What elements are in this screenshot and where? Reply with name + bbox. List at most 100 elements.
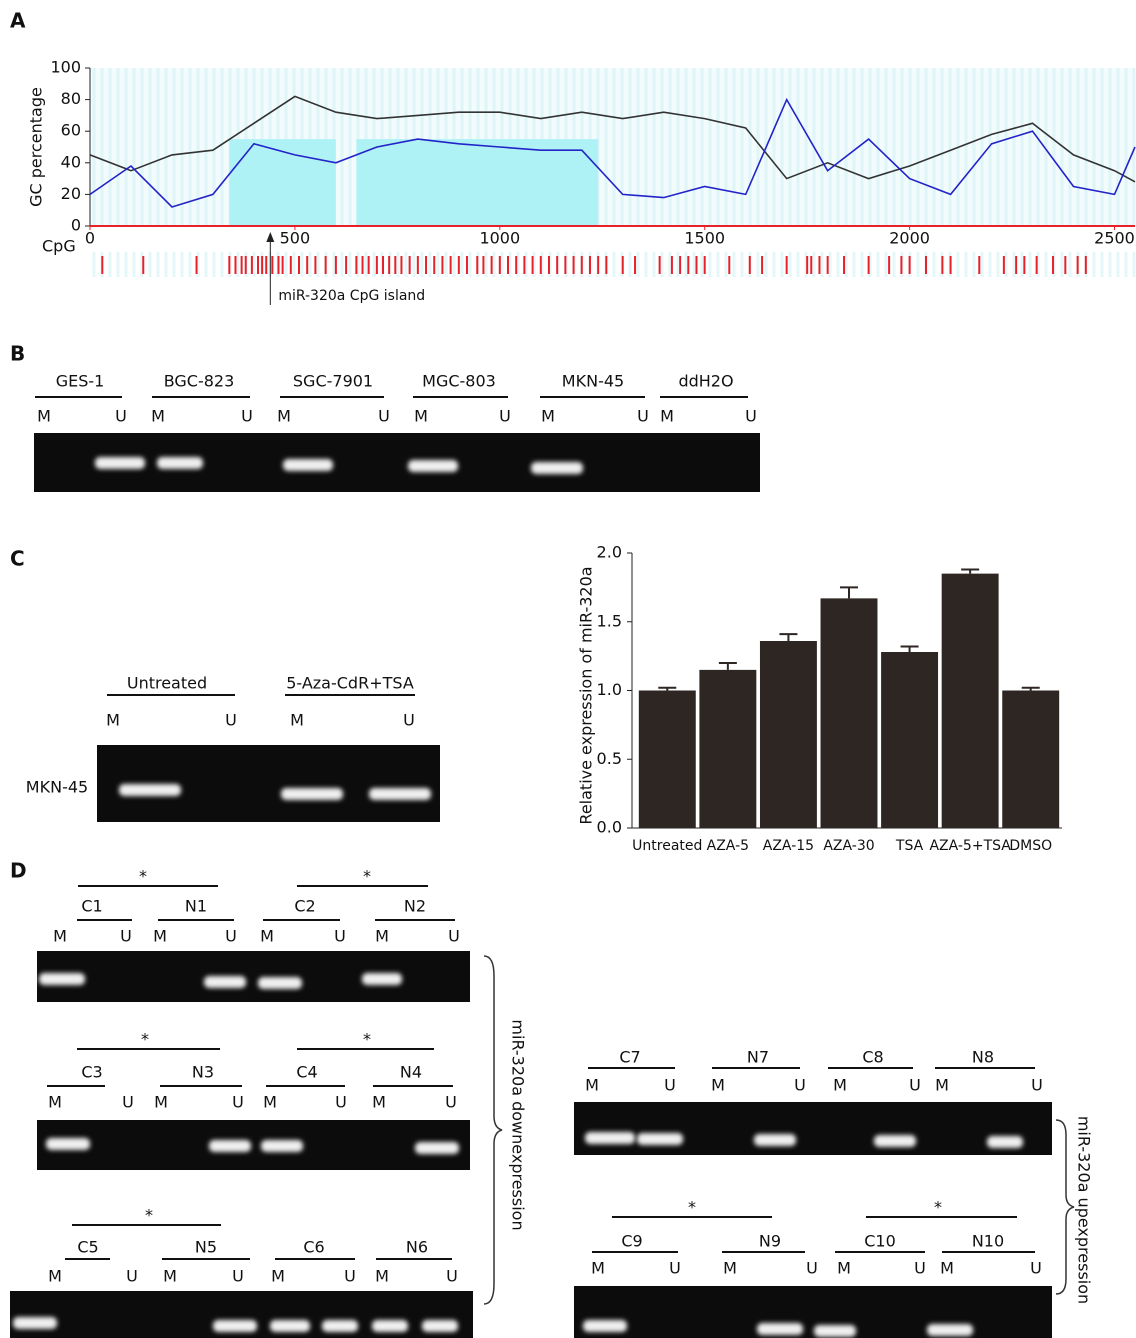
y-axis-label: Relative expression of miR-320a <box>577 566 596 824</box>
lane-label: M <box>375 927 389 946</box>
group-label: N9 <box>759 1232 781 1251</box>
y-tick-label: 100 <box>50 58 81 77</box>
arrow-head <box>266 232 274 242</box>
row-label: MKN-45 <box>26 778 88 797</box>
lane-label: M <box>940 1259 954 1278</box>
gel-band <box>531 462 583 474</box>
panel-label: B <box>10 342 25 366</box>
brace <box>1056 1120 1074 1294</box>
gel-band <box>415 1142 459 1154</box>
significance-star: * <box>141 1030 149 1049</box>
y-tick-label: 0.0 <box>597 818 622 837</box>
gel-band <box>927 1324 973 1336</box>
significance-star: * <box>145 1206 153 1225</box>
x-tick-label: 500 <box>280 229 311 248</box>
annotation: miR-320a upexpression <box>1075 1116 1094 1304</box>
group-label: C5 <box>77 1238 98 1257</box>
group-label: 5-Aza-CdR+TSA <box>286 674 414 693</box>
x-tick-label: 1000 <box>479 229 520 248</box>
track-label: CpG <box>42 237 76 256</box>
gel-band <box>258 977 302 989</box>
error-bar <box>719 663 737 670</box>
lane-label: M <box>271 1267 285 1286</box>
lane-label: M <box>414 407 428 426</box>
group-label: N4 <box>400 1063 422 1082</box>
lane-label: U <box>120 927 132 946</box>
group-label: N7 <box>747 1048 769 1067</box>
lane-label: M <box>106 711 120 730</box>
group-label: C6 <box>303 1238 324 1257</box>
x-tick-label: 0 <box>85 229 95 248</box>
lane-label: U <box>115 407 127 426</box>
gel-band <box>422 1320 458 1332</box>
lane-label: M <box>48 1267 62 1286</box>
x-tick-label: 2500 <box>1094 229 1135 248</box>
gel-band <box>369 788 431 800</box>
lane-label: U <box>664 1076 676 1095</box>
lane-label: M <box>585 1076 599 1095</box>
gel-band <box>13 1317 57 1329</box>
group-label: N3 <box>192 1063 214 1082</box>
gel-band <box>204 976 246 988</box>
annotation: miR-320a CpG island <box>278 288 425 304</box>
gel-band <box>270 1320 310 1332</box>
group-label: C1 <box>81 897 102 916</box>
lane-label: U <box>122 1093 134 1112</box>
gel-band <box>372 1320 408 1332</box>
gel-band <box>754 1134 796 1146</box>
gel-band <box>585 1132 635 1144</box>
gel-band <box>637 1133 683 1145</box>
gel-band <box>95 457 145 469</box>
bar <box>699 670 756 828</box>
gel <box>574 1286 1052 1338</box>
significance-star: * <box>139 867 147 886</box>
lane-label: M <box>153 927 167 946</box>
group-label: C8 <box>862 1048 883 1067</box>
gel-band <box>874 1135 916 1147</box>
brace <box>484 956 502 1304</box>
lane-label: M <box>375 1267 389 1286</box>
gel-band <box>281 788 343 800</box>
lane-label: M <box>277 407 291 426</box>
gel-band <box>814 1325 856 1337</box>
lane-label: M <box>541 407 555 426</box>
lane-label: M <box>154 1093 168 1112</box>
lane-label: U <box>914 1259 926 1278</box>
gel-band <box>119 784 181 796</box>
lane-label: M <box>163 1267 177 1286</box>
gel-band <box>283 459 333 471</box>
x-tick-label: AZA-5 <box>707 838 749 854</box>
group-label: SGC-7901 <box>293 372 373 391</box>
lane-label: M <box>837 1259 851 1278</box>
group-label: N5 <box>195 1238 217 1257</box>
lane-label: U <box>334 927 346 946</box>
gel-band <box>46 1138 90 1150</box>
x-tick-label: TSA <box>895 838 924 854</box>
significance-star: * <box>363 867 371 886</box>
lane-label: M <box>48 1093 62 1112</box>
x-tick-label: 2000 <box>889 229 930 248</box>
annotation: miR-320a downexpression <box>509 1019 528 1230</box>
bar <box>639 691 696 829</box>
lane-label: U <box>232 1267 244 1286</box>
bar <box>881 652 938 828</box>
lane-label: U <box>806 1259 818 1278</box>
error-bar <box>1022 688 1040 691</box>
gel <box>37 1120 470 1170</box>
lane-label: M <box>263 1093 277 1112</box>
lane-label: U <box>448 927 460 946</box>
lane-label: M <box>591 1259 605 1278</box>
bar <box>942 574 999 828</box>
group-label: C10 <box>864 1232 896 1251</box>
group-label: MKN-45 <box>562 372 624 391</box>
group-label: Untreated <box>127 674 207 693</box>
lane-label: U <box>403 711 415 730</box>
error-bar <box>961 570 979 574</box>
lane-label: U <box>794 1076 806 1095</box>
lane-label: U <box>445 1093 457 1112</box>
y-tick-label: 40 <box>61 152 81 171</box>
group-label: N2 <box>404 897 426 916</box>
y-tick-label: 80 <box>61 89 81 108</box>
group-label: N6 <box>406 1238 428 1257</box>
lane-label: M <box>833 1076 847 1095</box>
